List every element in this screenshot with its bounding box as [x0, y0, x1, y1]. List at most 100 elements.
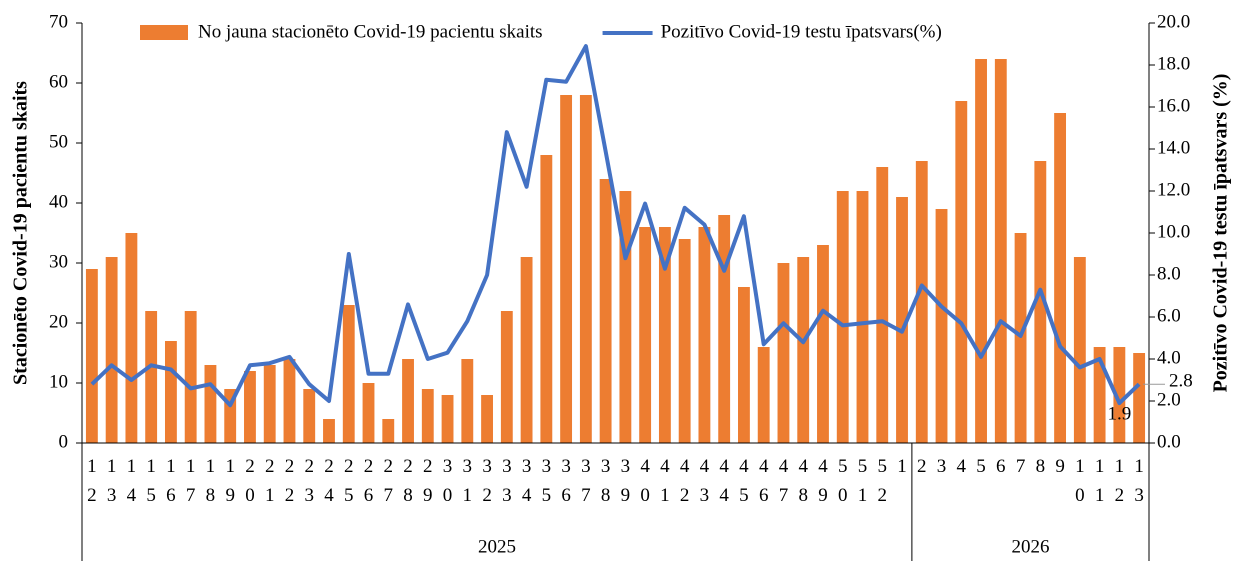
bar — [125, 233, 138, 443]
bar — [1113, 347, 1126, 443]
bar — [955, 101, 968, 443]
bar — [461, 359, 474, 443]
bar — [738, 287, 750, 443]
bar — [915, 161, 928, 443]
bar — [579, 95, 592, 443]
bar — [896, 197, 908, 443]
group-label: 2025 — [478, 536, 516, 557]
bar — [402, 359, 414, 443]
bar — [757, 347, 770, 443]
x-tick-label: 4 — [957, 456, 967, 477]
y-tick-label: 0 — [59, 431, 69, 452]
bar — [935, 209, 948, 443]
group-label: 2026 — [1011, 536, 1049, 557]
bar — [204, 365, 217, 443]
y-tick-label: 50 — [49, 131, 68, 152]
bar — [639, 227, 652, 443]
bar — [85, 269, 98, 443]
data-label: 1.9 — [1107, 403, 1131, 424]
y-tick-label: 40 — [49, 191, 68, 212]
bar — [797, 257, 810, 443]
y-tick-label: 60 — [49, 71, 68, 92]
bar — [1054, 113, 1067, 443]
y-axis-title: Stacionēto Covid-19 pacientu skaits — [10, 81, 32, 385]
legend-label: Pozitīvo Covid-19 testu īpatsvars(%) — [661, 21, 942, 42]
bar — [1034, 161, 1047, 443]
bar — [1093, 347, 1106, 443]
bar — [441, 395, 454, 443]
bar — [421, 389, 434, 443]
x-tick-label: 8 — [1036, 456, 1046, 477]
bar — [560, 95, 573, 443]
y2-tick-label: 16.0 — [1157, 95, 1190, 116]
y2-tick-label: 0.0 — [1157, 431, 1181, 452]
x-tick-label: 1 — [897, 456, 907, 477]
y2-tick-label: 6.0 — [1157, 305, 1181, 326]
bar — [481, 395, 493, 443]
bar — [975, 59, 987, 443]
bar — [599, 179, 612, 443]
bar — [105, 257, 118, 443]
y-tick-label: 70 — [49, 11, 68, 32]
x-tick-label: 2 — [917, 456, 927, 477]
bar — [164, 341, 177, 443]
bar — [1014, 233, 1027, 443]
x-tick-label: 5 — [976, 456, 986, 477]
bar — [718, 215, 731, 443]
bar — [658, 227, 671, 443]
x-tick-label: 9 — [1055, 456, 1065, 477]
bar — [777, 263, 790, 443]
y2-tick-label: 14.0 — [1157, 137, 1190, 158]
x-tick-label: 6 — [996, 456, 1006, 477]
bar — [362, 383, 375, 443]
bar — [303, 389, 316, 443]
bar — [698, 227, 711, 443]
bar — [1073, 257, 1086, 443]
bar — [678, 239, 691, 443]
bar — [619, 191, 632, 443]
y-tick-label: 20 — [49, 311, 68, 332]
bar — [994, 59, 1007, 443]
y2-tick-label: 18.0 — [1157, 53, 1190, 74]
y-tick-label: 30 — [49, 251, 68, 272]
bar — [540, 155, 553, 443]
bar — [836, 191, 849, 443]
bar — [876, 167, 889, 443]
line-series — [90, 44, 1141, 408]
bar — [342, 305, 355, 443]
y2-tick-label: 8.0 — [1157, 263, 1181, 284]
bar — [817, 245, 829, 443]
